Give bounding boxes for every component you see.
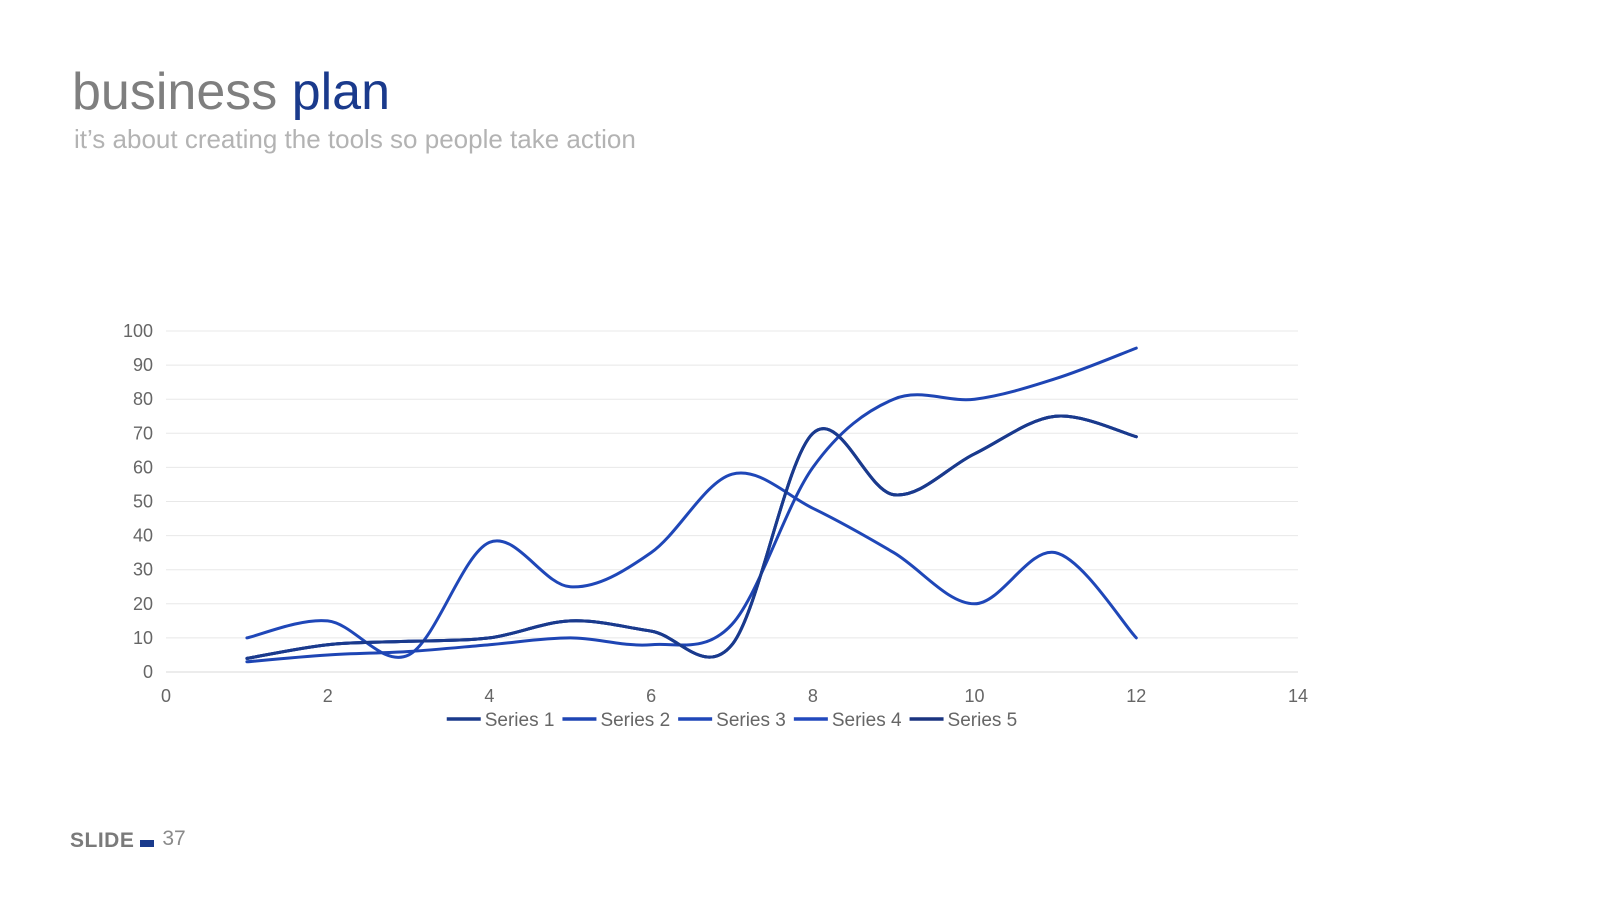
x-tick-label: 4 bbox=[484, 686, 494, 706]
x-tick-label: 12 bbox=[1126, 686, 1146, 706]
x-axis-ticks: 0 2 4 6 8 10 12 14 bbox=[161, 686, 1308, 706]
slide-number: 37 bbox=[162, 827, 186, 850]
y-tick-label: 30 bbox=[133, 560, 153, 580]
slide-subtitle: it’s about creating the tools so people … bbox=[74, 124, 636, 154]
title-main: business bbox=[72, 63, 278, 121]
slide-title: business plan bbox=[72, 62, 390, 122]
chart-grid bbox=[166, 330, 1298, 673]
x-tick-label: 14 bbox=[1288, 686, 1308, 706]
legend-item-series-4[interactable]: Series 4 bbox=[793, 710, 902, 731]
y-tick-label: 10 bbox=[133, 628, 153, 648]
legend-label: Series 2 bbox=[600, 710, 670, 731]
x-tick-label: 0 bbox=[161, 686, 171, 706]
series-3-line bbox=[245, 471, 1138, 659]
series-1-line bbox=[245, 414, 1138, 660]
legend-label: Series 4 bbox=[832, 710, 902, 731]
y-tick-label: 80 bbox=[133, 389, 153, 409]
series-5-line bbox=[245, 414, 1138, 660]
title-accent: plan bbox=[291, 63, 390, 121]
y-tick-label: 70 bbox=[133, 423, 153, 443]
y-axis-ticks: 0 10 20 30 40 50 60 70 80 90 100 bbox=[123, 321, 153, 682]
y-tick-label: 90 bbox=[133, 355, 153, 375]
x-tick-label: 8 bbox=[808, 686, 818, 706]
chart-legend[interactable]: Series 1 Series 2 Series 3 Series 4 Series 5 bbox=[446, 710, 1018, 731]
series-2-line bbox=[245, 346, 1138, 664]
y-tick-label: 40 bbox=[133, 526, 153, 546]
y-tick-label: 50 bbox=[133, 492, 153, 512]
legend-label: Series 5 bbox=[948, 710, 1018, 731]
slide-footer: SLIDE 37 bbox=[70, 826, 186, 856]
slide-label: SLIDE bbox=[70, 829, 135, 852]
legend-item-series-3[interactable]: Series 3 bbox=[678, 710, 786, 731]
y-tick-label: 60 bbox=[133, 457, 153, 477]
series-4-line bbox=[245, 414, 1138, 660]
series-lines bbox=[245, 346, 1138, 664]
y-tick-label: 20 bbox=[133, 594, 153, 614]
x-tick-label: 2 bbox=[323, 686, 333, 706]
legend-item-series-5[interactable]: Series 5 bbox=[909, 710, 1018, 731]
slide-marker-icon bbox=[140, 839, 155, 847]
y-tick-label: 100 bbox=[123, 321, 153, 341]
x-tick-label: 10 bbox=[965, 686, 985, 706]
legend-item-series-2[interactable]: Series 2 bbox=[562, 710, 670, 731]
legend-label: Series 3 bbox=[716, 710, 786, 731]
x-tick-label: 6 bbox=[646, 686, 656, 706]
legend-item-series-1[interactable]: Series 1 bbox=[446, 710, 555, 731]
legend-label: Series 1 bbox=[485, 710, 555, 731]
y-tick-label: 0 bbox=[143, 662, 153, 682]
